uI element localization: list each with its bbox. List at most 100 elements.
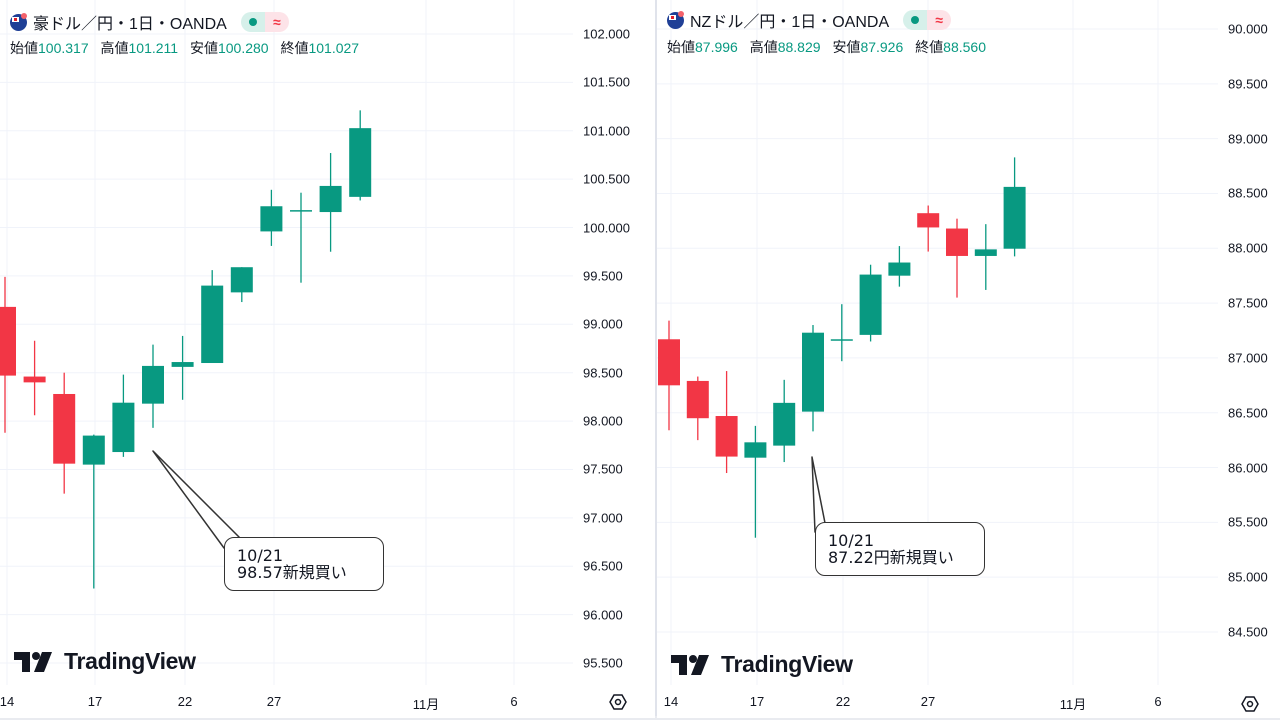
candle-body[interactable] — [201, 285, 224, 364]
y-tick-label: 90.000 — [1228, 21, 1268, 37]
candle-body[interactable] — [319, 185, 342, 213]
chart-panel-audjpy[interactable]: 豪ドル／円・1日・OANDA ≈ 始値100.317 高値101.211 安値1… — [0, 0, 655, 718]
chart-panel-nzdjpy[interactable]: NZドル／円・1日・OANDA ≈ 始値87.996 高値88.829 安値87… — [657, 0, 1280, 718]
flag-dot-icon — [678, 11, 684, 17]
tradingview-logo[interactable]: TradingView — [671, 651, 853, 678]
annotation-callout[interactable]: 10/21 98.57新規買い — [224, 537, 384, 591]
candle-body[interactable] — [0, 306, 16, 376]
y-tick-label: 99.500 — [583, 268, 623, 284]
low-label: 安値 — [189, 40, 218, 56]
y-tick-label: 88.000 — [1228, 240, 1268, 256]
ohlc-legend: 始値87.996 高値88.829 安値87.926 終値88.560 — [667, 37, 994, 57]
tradingview-logo[interactable]: TradingView — [14, 648, 196, 675]
y-tick-label: 101.500 — [583, 74, 630, 90]
y-tick-label: 86.500 — [1228, 405, 1268, 421]
tradingview-wordmark: TradingView — [64, 648, 196, 674]
symbol-header[interactable]: 豪ドル／円・1日・OANDA ≈ — [10, 10, 289, 34]
candle-body[interactable] — [171, 362, 194, 367]
symbol-title[interactable]: 豪ドル／円・1日・OANDA — [33, 16, 227, 33]
y-tick-label: 97.500 — [583, 461, 623, 477]
y-tick-label: 97.000 — [583, 510, 623, 526]
x-tick-label: 6 — [510, 694, 518, 709]
x-tick-label: 22 — [177, 694, 193, 709]
high-value: 88.829 — [777, 39, 821, 55]
y-tick-label: 86.000 — [1228, 460, 1268, 476]
y-tick-label: 88.500 — [1228, 185, 1268, 201]
x-tick-label: 14 — [0, 694, 15, 709]
y-tick-label: 84.500 — [1228, 624, 1268, 640]
close-value: 88.560 — [943, 39, 986, 55]
market-open-icon[interactable] — [903, 10, 928, 30]
candle-body[interactable] — [888, 262, 911, 276]
settings-gear-icon[interactable] — [609, 693, 627, 711]
tradingview-logo-icon — [14, 651, 52, 672]
y-tick-label: 98.500 — [583, 365, 623, 381]
annotation-text: 98.57新規買い — [237, 563, 347, 582]
high-label: 高値 — [749, 39, 778, 55]
candle-body[interactable] — [260, 206, 283, 232]
low-label: 安値 — [832, 39, 861, 55]
candle-body[interactable] — [686, 380, 709, 419]
y-tick-label: 101.000 — [583, 123, 630, 139]
status-badges[interactable]: ≈ — [240, 12, 289, 32]
candle-body[interactable] — [112, 402, 135, 453]
delayed-data-icon[interactable]: ≈ — [264, 12, 289, 32]
annotation-callout[interactable]: 10/21 87.22円新規買い — [815, 522, 985, 576]
delayed-data-icon[interactable]: ≈ — [927, 10, 952, 30]
x-tick-label: 6 — [1154, 694, 1162, 709]
y-tick-label: 96.000 — [583, 607, 623, 623]
candle-body[interactable] — [23, 376, 46, 383]
candle-body[interactable] — [290, 210, 312, 212]
candle-body[interactable] — [830, 339, 853, 341]
x-tick-label: 11月 — [1059, 697, 1087, 712]
y-tick-label: 100.500 — [583, 171, 630, 187]
candle-body[interactable] — [773, 402, 796, 446]
candle-body[interactable] — [142, 365, 164, 404]
settings-gear-icon[interactable] — [1241, 695, 1259, 713]
annotation-date: 10/21 — [828, 531, 875, 550]
candle-body[interactable] — [715, 416, 738, 457]
y-tick-label: 87.000 — [1228, 350, 1268, 366]
candle-body[interactable] — [82, 435, 105, 465]
high-value: 101.211 — [128, 40, 179, 56]
annotation-text: 87.22円新規買い — [828, 548, 954, 567]
y-tick-label: 100.000 — [583, 220, 630, 236]
y-tick-label: 85.500 — [1228, 514, 1268, 530]
close-label: 終値 — [915, 39, 944, 55]
y-tick-label: 85.000 — [1228, 569, 1268, 585]
symbol-header[interactable]: NZドル／円・1日・OANDA ≈ — [667, 8, 952, 32]
open-label: 始値 — [667, 39, 695, 55]
flag-dot-icon — [21, 13, 27, 19]
candle-body[interactable] — [974, 249, 997, 256]
x-tick-label: 27 — [266, 694, 282, 709]
candle-body[interactable] — [917, 213, 940, 228]
candle-body[interactable] — [744, 442, 767, 458]
market-open-icon[interactable] — [240, 12, 265, 32]
y-tick-label: 99.000 — [583, 316, 623, 332]
x-tick-label: 17 — [749, 694, 765, 709]
y-tick-label: 95.500 — [583, 655, 623, 671]
low-value: 100.280 — [217, 40, 269, 56]
candle-body[interactable] — [658, 339, 680, 386]
candle-body[interactable] — [53, 393, 76, 464]
candle-body[interactable] — [1003, 186, 1026, 249]
close-value: 101.027 — [308, 40, 360, 56]
annotation-date: 10/21 — [237, 546, 284, 565]
x-tick-label: 22 — [835, 694, 851, 709]
y-tick-label: 89.500 — [1228, 76, 1268, 92]
x-tick-label: 27 — [920, 694, 936, 709]
x-tick-label: 14 — [663, 694, 679, 709]
ohlc-legend: 始値100.317 高値101.211 安値100.280 終値101.027 — [10, 38, 367, 58]
candle-body[interactable] — [802, 332, 824, 412]
candle-body[interactable] — [859, 274, 882, 335]
x-tick-label: 11月 — [412, 697, 440, 712]
y-tick-label: 87.500 — [1228, 295, 1268, 311]
candle-body[interactable] — [349, 128, 372, 197]
candle-body[interactable] — [946, 228, 968, 256]
candle-body[interactable] — [230, 267, 253, 293]
chart-plot[interactable] — [0, 0, 655, 718]
status-badges[interactable]: ≈ — [903, 10, 952, 30]
symbol-title[interactable]: NZドル／円・1日・OANDA — [690, 14, 890, 31]
high-label: 高値 — [100, 40, 129, 56]
chart-plot[interactable] — [657, 0, 1280, 718]
